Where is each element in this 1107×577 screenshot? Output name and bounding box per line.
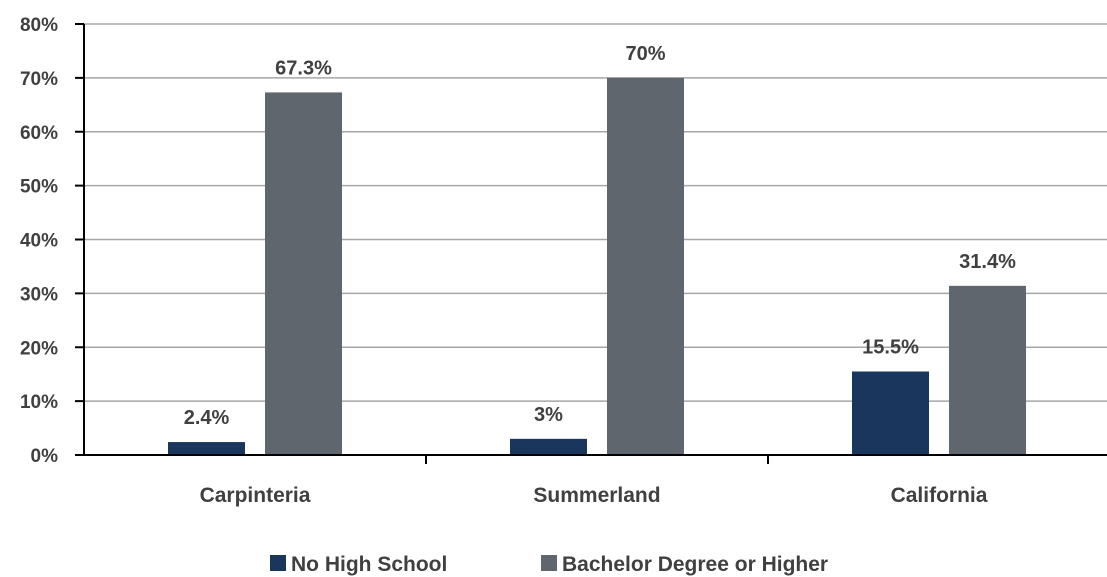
legend: No High School Bachelor Degree or Higher (270, 553, 828, 576)
bar-summerland-no-high-school (510, 438, 587, 455)
data-label: 2.4% (184, 407, 230, 429)
y-axis-ticks: 0% 10% 20% 30% 40% 50% 60% 70% 80% (20, 15, 58, 467)
y-tick-label: 0% (31, 446, 59, 467)
legend-label: Bachelor Degree or Higher (562, 553, 828, 576)
data-label: 31.4% (959, 251, 1016, 273)
bar-summerland-bachelor-degree (607, 77, 684, 455)
x-category-label: Carpinteria (200, 484, 311, 507)
data-label: 67.3% (275, 57, 332, 79)
x-category-label: California (891, 484, 988, 507)
bars (168, 77, 1026, 455)
legend-swatch (270, 555, 286, 571)
data-labels: 2.4% 67.3% 3% 70% 15.5% 31.4% (184, 43, 1016, 429)
gridlines (84, 23, 1107, 402)
y-tick-label: 50% (20, 177, 58, 198)
y-tick-label: 30% (20, 284, 58, 305)
data-label: 3% (534, 404, 563, 426)
bar-california-no-high-school (852, 371, 929, 455)
legend-label: No High School (291, 553, 447, 576)
bar-carpinteria-no-high-school (168, 442, 245, 455)
y-tick-label: 80% (20, 15, 58, 36)
bar-california-bachelor-degree (949, 285, 1026, 455)
y-tick-label: 60% (20, 123, 58, 144)
x-axis-labels: Carpinteria Summerland California (200, 484, 988, 507)
axes (75, 23, 1107, 464)
data-label: 15.5% (862, 336, 919, 358)
bar-carpinteria-bachelor-degree (265, 92, 342, 455)
legend-swatch (541, 555, 557, 571)
data-label: 70% (625, 43, 665, 65)
y-tick-label: 20% (20, 338, 58, 359)
x-category-label: Summerland (533, 484, 660, 507)
y-tick-label: 40% (20, 231, 58, 252)
y-tick-label: 10% (20, 392, 58, 413)
y-tick-label: 70% (20, 69, 58, 90)
